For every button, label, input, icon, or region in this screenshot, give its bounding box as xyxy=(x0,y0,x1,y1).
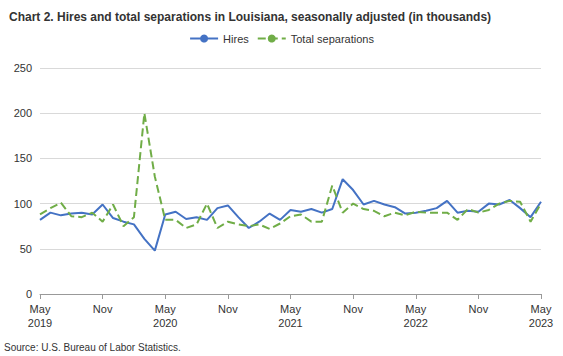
svg-text:Source: U.S. Bureau of Labor S: Source: U.S. Bureau of Labor Statistics. xyxy=(4,342,181,353)
svg-text:Hires: Hires xyxy=(223,33,249,45)
svg-text:Nov: Nov xyxy=(93,303,113,315)
svg-text:250: 250 xyxy=(14,62,32,74)
svg-text:Nov: Nov xyxy=(343,303,363,315)
svg-text:May: May xyxy=(280,303,301,315)
svg-text:May: May xyxy=(405,303,426,315)
svg-text:Nov: Nov xyxy=(469,303,489,315)
svg-text:50: 50 xyxy=(20,243,32,255)
svg-text:2021: 2021 xyxy=(278,317,302,329)
svg-text:Nov: Nov xyxy=(218,303,238,315)
svg-text:May: May xyxy=(531,303,552,315)
svg-text:0: 0 xyxy=(26,288,32,300)
svg-text:Chart 2. Hires and total separ: Chart 2. Hires and total separations in … xyxy=(9,10,491,24)
svg-text:200: 200 xyxy=(14,107,32,119)
svg-text:2019: 2019 xyxy=(28,317,52,329)
svg-text:150: 150 xyxy=(14,152,32,164)
svg-text:Total separations: Total separations xyxy=(291,33,375,45)
svg-text:2022: 2022 xyxy=(404,317,428,329)
svg-text:May: May xyxy=(155,303,176,315)
svg-text:2020: 2020 xyxy=(153,317,177,329)
svg-text:2023: 2023 xyxy=(529,317,553,329)
svg-text:100: 100 xyxy=(14,198,32,210)
svg-text:May: May xyxy=(30,303,51,315)
